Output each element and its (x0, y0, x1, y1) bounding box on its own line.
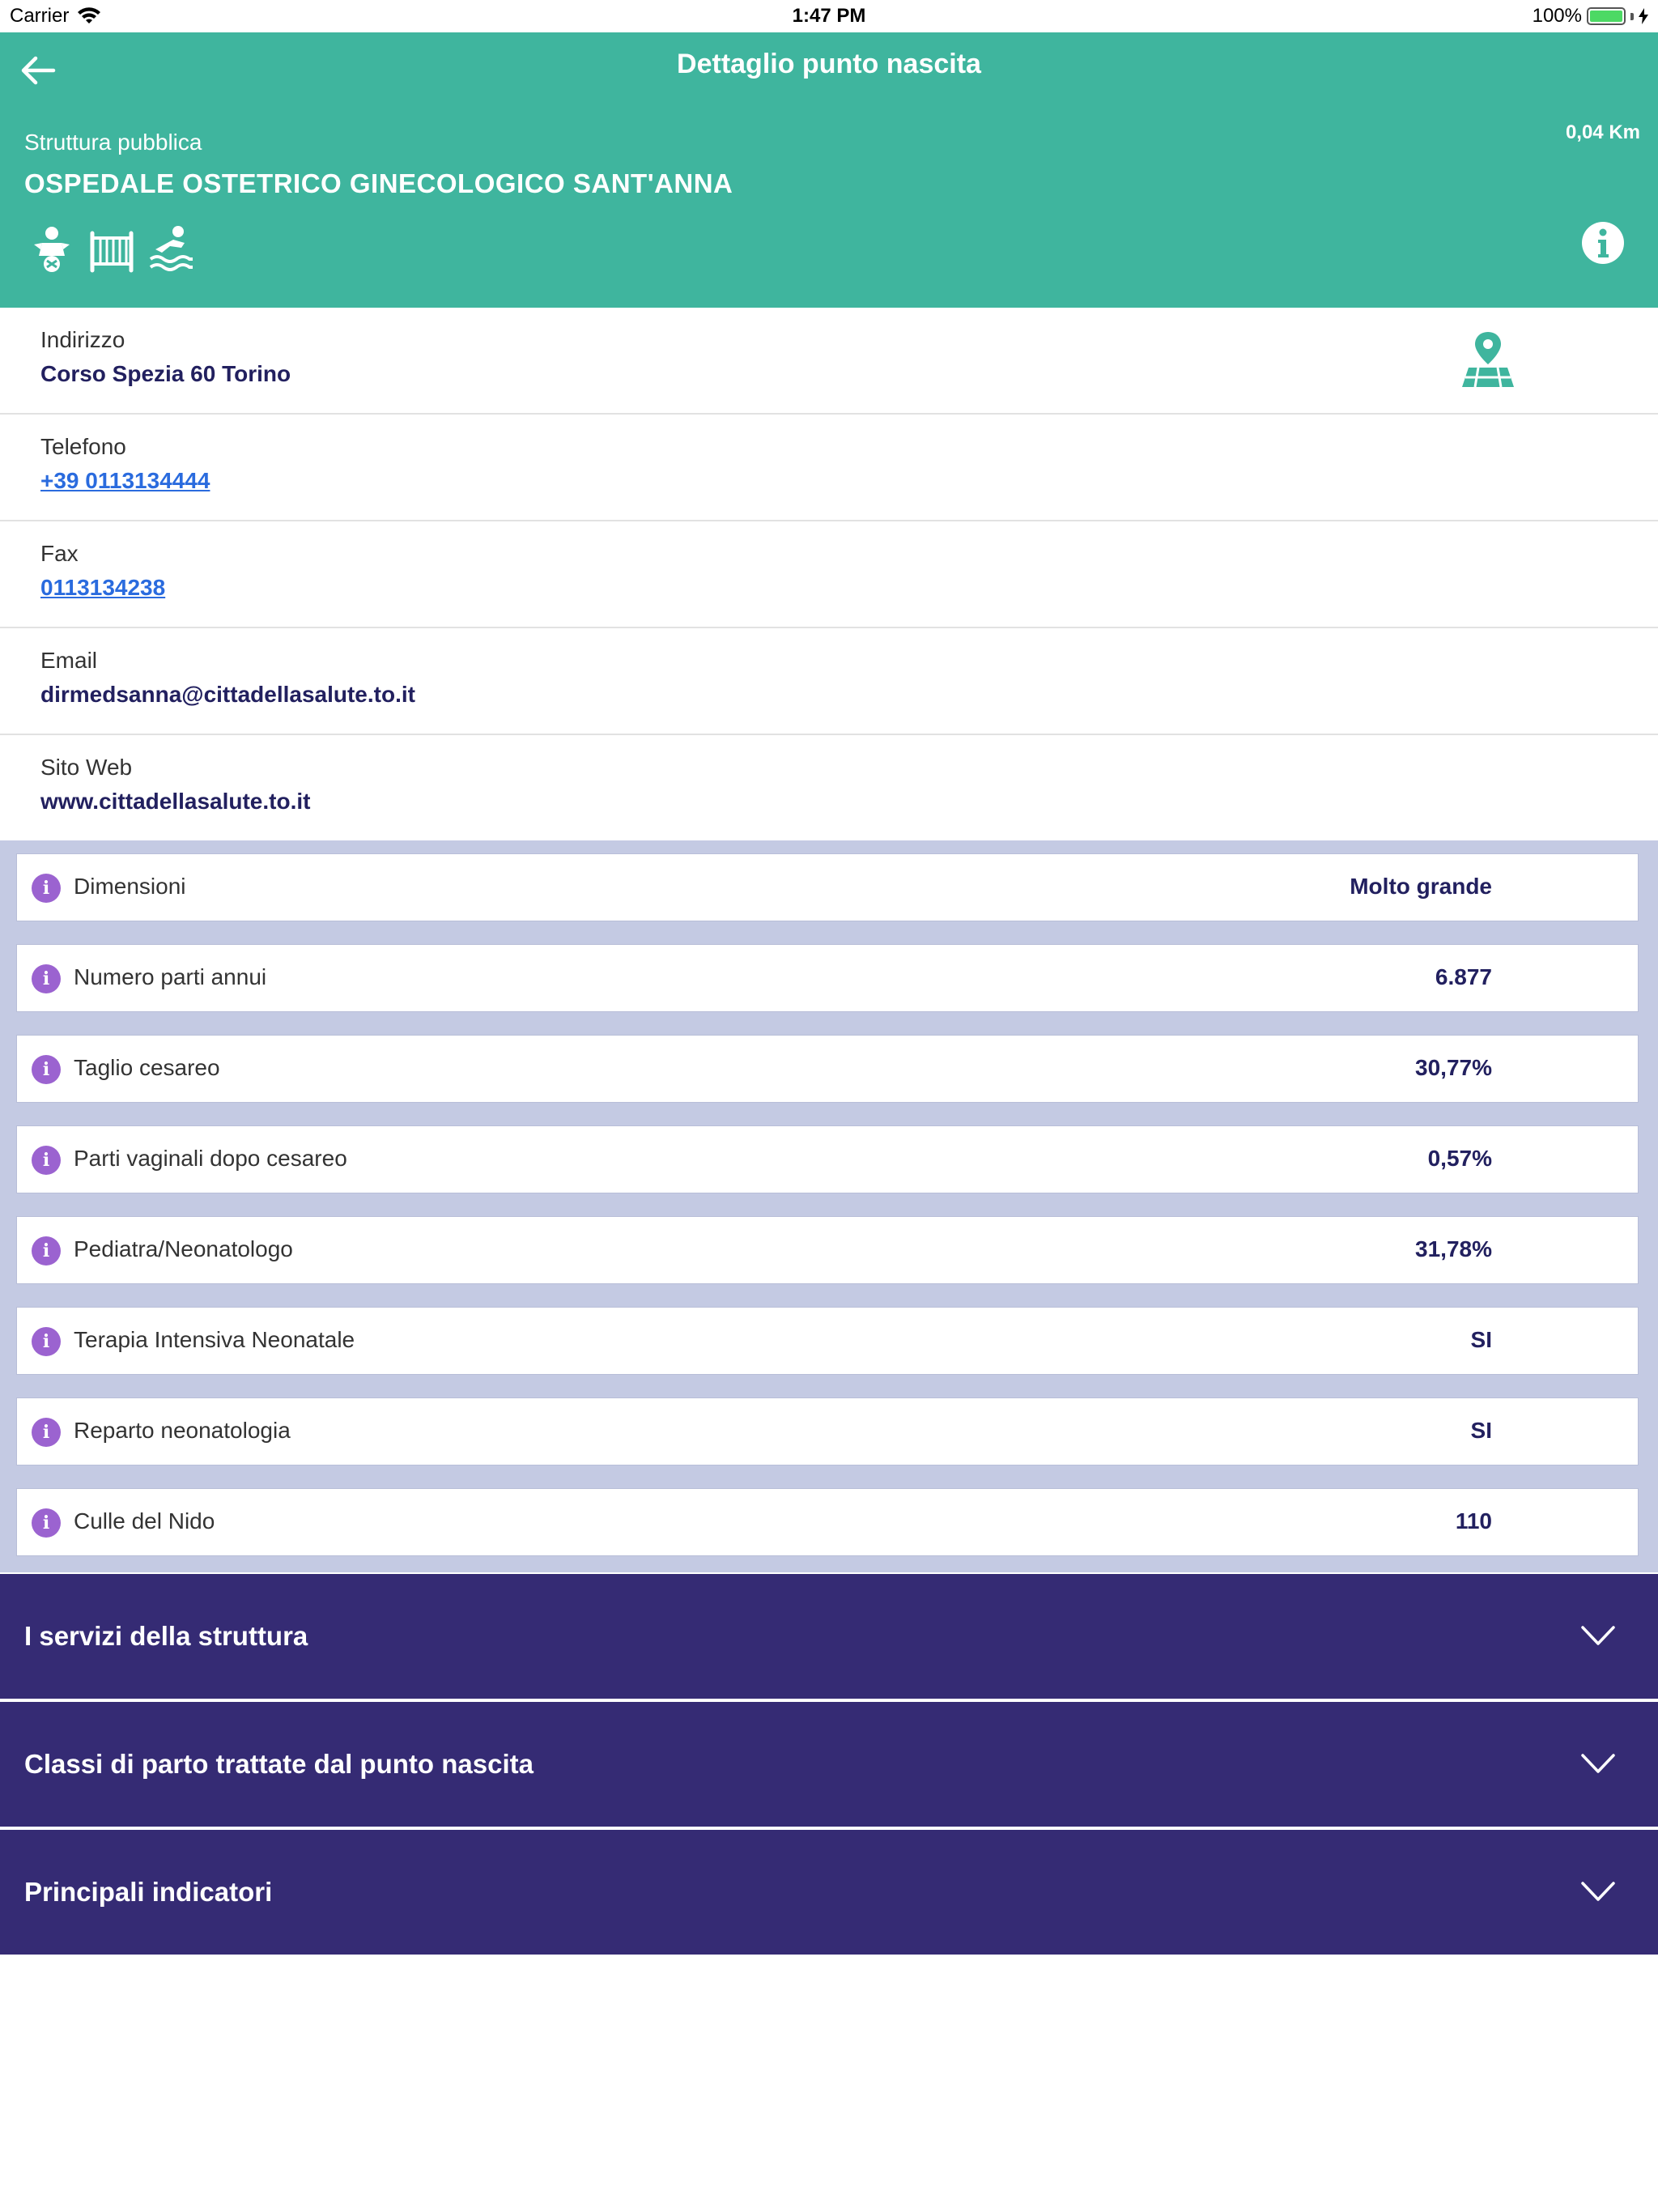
stat-row-vaginali-dopo-cesareo: i Parti vaginali dopo cesareo 0,57% (16, 1125, 1639, 1193)
chevron-down-icon (1581, 1882, 1615, 1901)
stat-row-parti-annui: i Numero parti annui 6.877 (16, 944, 1639, 1012)
accordion-indicatori[interactable]: Principali indicatori (0, 1830, 1658, 1955)
info-icon[interactable] (1580, 220, 1626, 266)
carrier-label: Carrier (10, 5, 70, 27)
accordion-label: Classi di parto trattate dal punto nasci… (24, 1749, 534, 1779)
charging-icon (1639, 8, 1648, 24)
info-dot-icon[interactable]: i (32, 1146, 61, 1175)
address-row: Indirizzo Corso Spezia 60 Torino (0, 308, 1658, 415)
battery-percent: 100% (1532, 5, 1582, 27)
stat-row-terapia-intensiva: i Terapia Intensiva Neonatale SI (16, 1307, 1639, 1375)
back-arrow-icon[interactable] (18, 50, 58, 91)
stat-value: 110 (1455, 1508, 1492, 1534)
stat-label: Pediatra/Neonatologo (74, 1236, 293, 1261)
accordion-label: I servizi della struttura (24, 1621, 308, 1651)
clock: 1:47 PM (792, 5, 866, 27)
stat-label: Culle del Nido (74, 1508, 215, 1534)
address-label: Indirizzo (40, 327, 125, 352)
battery-indicator: 100% (1533, 5, 1648, 28)
info-dot-icon[interactable]: i (32, 1418, 61, 1447)
crib-icon (90, 231, 134, 273)
accordion-label: Principali indicatori (24, 1877, 273, 1907)
baby-icon (34, 227, 70, 272)
stat-value: 30,77% (1415, 1055, 1492, 1080)
stat-value: SI (1470, 1327, 1492, 1352)
stat-value: 0,57% (1427, 1146, 1492, 1171)
fax-link[interactable]: 0113134238 (40, 575, 166, 600)
stat-label: Dimensioni (74, 874, 186, 899)
battery-icon (1587, 7, 1626, 25)
stats-section: i Dimensioni Molto grande i Numero parti… (0, 840, 1658, 1572)
facility-name: OSPEDALE OSTETRICO GINECOLOGICO SANT'ANN… (24, 168, 733, 198)
info-dot-icon[interactable]: i (32, 1236, 61, 1266)
facility-header: Dettaglio punto nascita 0,04 Km Struttur… (0, 32, 1658, 308)
page-title: Dettaglio punto nascita (677, 49, 981, 79)
email-value[interactable]: dirmedsanna@cittadellasalute.to.it (40, 682, 415, 707)
stat-row-taglio-cesareo: i Taglio cesareo 30,77% (16, 1035, 1639, 1103)
stat-row-pediatra: i Pediatra/Neonatologo 31,78% (16, 1216, 1639, 1284)
stat-label: Numero parti annui (74, 964, 267, 989)
wifi-icon (78, 7, 101, 23)
info-dot-icon[interactable]: i (32, 964, 61, 993)
accordion-servizi[interactable]: I servizi della struttura (0, 1574, 1658, 1699)
chevron-down-icon (1581, 1626, 1615, 1645)
accordion-classi-parto[interactable]: Classi di parto trattate dal punto nasci… (0, 1702, 1658, 1827)
stat-value: 6.877 (1435, 964, 1492, 989)
stat-row-culle-nido: i Culle del Nido 110 (16, 1488, 1639, 1556)
status-bar: Carrier 1:47 PM 100% (0, 0, 1658, 32)
phone-row: Telefono +39 0113134444 (0, 415, 1658, 521)
info-dot-icon[interactable]: i (32, 874, 61, 903)
fax-label: Fax (40, 541, 79, 566)
feature-icons (29, 225, 194, 274)
info-dot-icon[interactable]: i (32, 1508, 61, 1538)
info-dot-icon[interactable]: i (32, 1055, 61, 1084)
phone-label: Telefono (40, 434, 126, 459)
stat-row-reparto-neonatologia: i Reparto neonatologia SI (16, 1397, 1639, 1465)
phone-link[interactable]: +39 0113134444 (40, 468, 210, 493)
facility-type: Struttura pubblica (24, 130, 202, 155)
info-dot-icon[interactable]: i (32, 1327, 61, 1356)
address-value: Corso Spezia 60 Torino (40, 361, 291, 386)
water-birth-icon (149, 226, 193, 271)
fax-row: Fax 0113134238 (0, 521, 1658, 628)
stat-row-dimensioni: i Dimensioni Molto grande (16, 853, 1639, 921)
distance-label: 0,04 Km (1565, 121, 1640, 143)
stat-value: Molto grande (1350, 874, 1492, 899)
map-pin-icon[interactable] (1460, 330, 1516, 389)
stat-label: Taglio cesareo (74, 1055, 220, 1080)
stat-value: SI (1470, 1418, 1492, 1443)
website-row: Sito Web www.cittadellasalute.to.it (0, 735, 1658, 840)
website-label: Sito Web (40, 755, 133, 780)
chevron-down-icon (1581, 1754, 1615, 1773)
stat-value: 31,78% (1415, 1236, 1492, 1261)
email-row: Email dirmedsanna@cittadellasalute.to.it (0, 628, 1658, 735)
carrier-indicator: Carrier (10, 5, 101, 28)
stat-label: Parti vaginali dopo cesareo (74, 1146, 347, 1171)
stat-label: Reparto neonatologia (74, 1418, 291, 1443)
stat-label: Terapia Intensiva Neonatale (74, 1327, 355, 1352)
email-label: Email (40, 648, 98, 673)
website-value[interactable]: www.cittadellasalute.to.it (40, 789, 311, 814)
